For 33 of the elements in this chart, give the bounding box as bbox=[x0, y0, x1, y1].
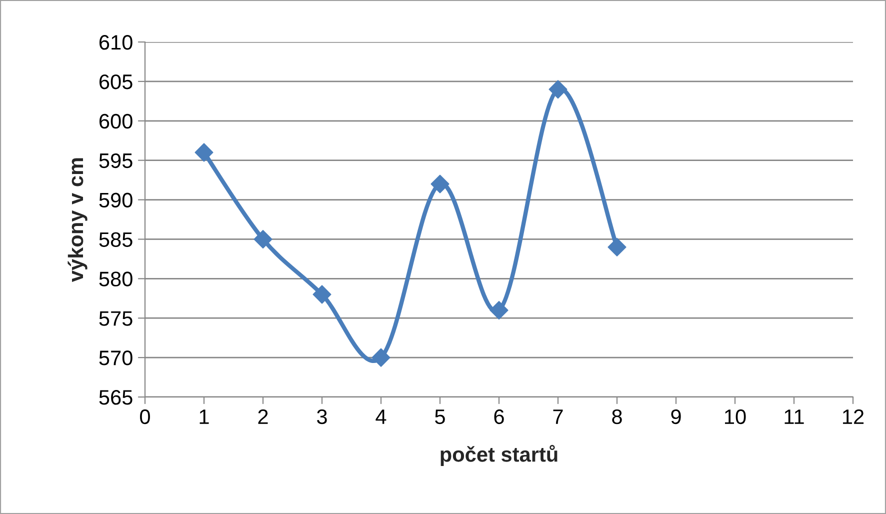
y-tick-label: 575 bbox=[99, 311, 132, 326]
x-tick-label: 8 bbox=[612, 409, 622, 424]
y-tick-label: 590 bbox=[99, 192, 132, 208]
point bbox=[254, 230, 272, 249]
y-tick-label: 570 bbox=[99, 350, 132, 366]
point bbox=[490, 300, 508, 320]
y-tick-label: 595 bbox=[99, 153, 132, 168]
y-tick-label: 580 bbox=[99, 272, 132, 286]
y-tick-label: 565 bbox=[99, 390, 132, 405]
y-tick-label: 610 bbox=[99, 35, 132, 50]
x-tick-label: 2 bbox=[258, 409, 268, 424]
y-tick-label: 605 bbox=[99, 74, 132, 90]
x-tick-label: 5 bbox=[435, 410, 445, 424]
x-tick-label: 10 bbox=[725, 409, 746, 424]
y-tick-label: 585 bbox=[99, 232, 132, 247]
y-tick-label: 600 bbox=[99, 114, 132, 129]
point bbox=[430, 174, 450, 194]
point bbox=[312, 285, 332, 304]
y-axis-title: výkony v cm bbox=[68, 158, 88, 282]
x-tick-label: 6 bbox=[494, 409, 504, 424]
point bbox=[194, 143, 214, 162]
x-axis-title: počet startů bbox=[440, 444, 558, 466]
x-tick-label: 3 bbox=[317, 409, 327, 424]
x-tick-label: 11 bbox=[784, 410, 804, 424]
x-tick-label: 7 bbox=[553, 410, 563, 424]
x-tick-label: 12 bbox=[843, 409, 864, 424]
point bbox=[548, 80, 568, 99]
x-tick-label: 4 bbox=[376, 410, 386, 424]
x-tick-label: 1 bbox=[200, 410, 209, 424]
x-tick-label: 0 bbox=[140, 409, 150, 424]
point bbox=[608, 238, 626, 256]
point bbox=[372, 348, 390, 367]
x-tick-label: 9 bbox=[671, 409, 681, 424]
